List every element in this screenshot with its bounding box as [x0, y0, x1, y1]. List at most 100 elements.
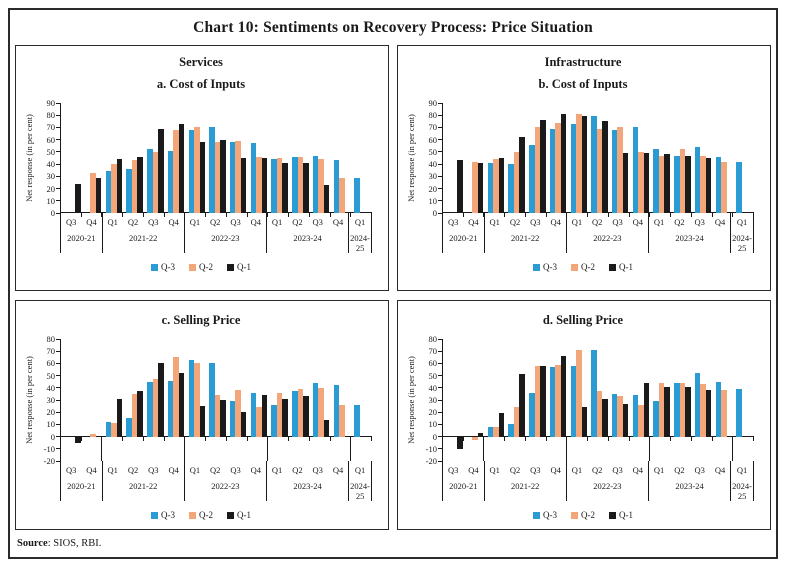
y-tick-mark	[56, 362, 60, 364]
bar-q-3-q4	[147, 149, 153, 213]
y-tick-mark	[56, 375, 60, 377]
quarter-label: Q1	[736, 217, 748, 227]
year-label: 2024-25	[732, 233, 752, 253]
bar-q-3-q14	[736, 389, 742, 437]
chart-area: Net response (in per cent) 80 70 60 50 40 30 20…	[404, 334, 762, 466]
x-tick-mark	[267, 213, 269, 217]
x-tick-mark	[524, 213, 526, 217]
quarter-label: Q1	[271, 465, 283, 475]
quarter-label: Q2	[292, 465, 303, 475]
bar-q-2-q10	[276, 392, 283, 437]
quarter-label: Q1	[489, 465, 500, 475]
year-group-2024-25: Q1 2024-25	[349, 213, 372, 253]
year-group-2023-24: Q1 Q2 Q3 Q4 2023-24	[267, 461, 350, 501]
year-group-2022-23: Q1 Q2 Q3 Q4 2022-23	[567, 213, 649, 253]
y-tick-label: 50	[428, 370, 438, 381]
bar-q-2-q6	[576, 350, 582, 437]
year-group-separator	[267, 436, 269, 461]
x-tick-mark	[483, 213, 485, 217]
bar-q-3-q4	[147, 381, 153, 437]
x-tick-mark	[329, 213, 331, 217]
x-tick-mark	[711, 213, 713, 217]
bar-q-2-q9	[638, 151, 644, 213]
y-tick-label: 80	[428, 110, 438, 121]
legend-label: Q-3	[543, 510, 557, 520]
bar-q-3-q7	[209, 127, 215, 213]
x-tick-mark	[329, 436, 331, 441]
y-tick-label: 40	[46, 159, 56, 170]
bar-q-3-q7	[591, 350, 597, 437]
bar-q-3-q14	[736, 161, 742, 213]
panel-infrastructure-selling-price: d. Selling Price Net response (in per cen…	[397, 300, 771, 530]
bar-q-1-q6	[581, 407, 587, 437]
y-tick-label: 10	[46, 195, 56, 206]
bar-q-2-q4	[534, 127, 541, 213]
quarter-labels-row: Q1 Q2 Q3 Q4	[485, 216, 566, 228]
legend: Q-3 Q-2 Q-1	[22, 510, 380, 520]
bar-q-3-q8	[229, 142, 236, 213]
bar-q-1-q7	[220, 400, 226, 437]
bar-q-1-q8	[622, 403, 629, 437]
quarter-labels-row: Q1 Q2 Q3 Q4	[649, 216, 730, 228]
bar-q-3-q13	[333, 385, 340, 437]
quarter-label: Q3	[612, 217, 623, 227]
chart-area: Net response (in per cent) 90 80 70 60 50 40 30…	[404, 98, 762, 218]
plot-area	[438, 338, 754, 462]
x-tick-mark	[246, 213, 248, 217]
quarter-label: Q1	[571, 465, 583, 475]
y-tick-mark	[56, 423, 60, 425]
year-group-2022-23: Q1 Q2 Q3 Q4 2022-23	[185, 461, 267, 501]
bar-q-3-q2	[105, 421, 112, 437]
bar-q-2-q10	[658, 382, 665, 437]
bar-q-2-q2	[111, 164, 117, 213]
bar-q-3-q13	[715, 156, 722, 213]
quarter-label: Q3	[148, 465, 159, 475]
chart-panels-grid: Services a. Cost of Inputs Net response (i…	[15, 45, 771, 530]
y-tick-label: 0	[50, 431, 55, 442]
year-label: 2024-25	[350, 233, 370, 253]
bar-q-1-q9	[643, 382, 650, 437]
year-group-2023-24: Q1 Q2 Q3 Q4 2023-24	[649, 213, 732, 253]
quarter-labels-row: Q1 Q2 Q3 Q4	[649, 464, 730, 476]
panel-services-selling-price: c. Selling Price Net response (in per cen…	[15, 300, 389, 530]
quarter-label: Q1	[107, 217, 118, 227]
bar-q-2-q6	[576, 114, 582, 213]
y-tick-label: 70	[428, 122, 438, 133]
plot-area	[56, 338, 372, 462]
plot-area	[438, 102, 754, 217]
legend-swatch-q-2-icon	[571, 511, 578, 519]
x-tick-mark	[142, 213, 144, 217]
quarter-label: Q3	[530, 465, 541, 475]
legend-item-q-1: Q-1	[609, 510, 633, 520]
bar-q-3-q2	[487, 426, 494, 437]
x-tick-mark	[205, 213, 207, 217]
y-tick-mark	[438, 175, 442, 177]
x-tick-mark	[225, 436, 227, 441]
bar-q-1-q4	[158, 363, 164, 437]
quarter-label: Q4	[250, 217, 262, 227]
y-tick-mark	[56, 460, 60, 462]
x-tick-mark	[80, 213, 82, 217]
bar-q-1-q0	[457, 160, 463, 213]
y-tick-mark	[56, 175, 60, 177]
bar-q-2-q13	[339, 177, 345, 213]
x-tick-mark	[607, 436, 609, 441]
year-label: 2023-24	[675, 233, 704, 243]
year-label: 2021-22	[511, 481, 540, 491]
plot-area	[56, 102, 372, 217]
bar-q-2-q3	[131, 393, 138, 437]
y-tick-label: 40	[46, 382, 56, 393]
quarter-labels-row: Q1	[349, 216, 371, 228]
quarter-label: Q3	[312, 217, 323, 227]
year-label: 2020-21	[67, 233, 96, 243]
year-label: 2023-24	[293, 233, 322, 243]
y-axis-ticks: 90 80 70 60 50 40 30 20 10 0	[418, 98, 442, 218]
bar-q-3-q5	[549, 367, 556, 437]
quarter-label: Q4	[632, 465, 644, 475]
bar-q-2-q5	[555, 364, 561, 437]
bar-q-2-q3	[513, 151, 520, 213]
x-tick-mark	[524, 436, 526, 441]
x-tick-mark	[462, 436, 464, 441]
y-tick-label: 80	[46, 110, 56, 121]
bar-q-1-q12	[323, 184, 330, 213]
